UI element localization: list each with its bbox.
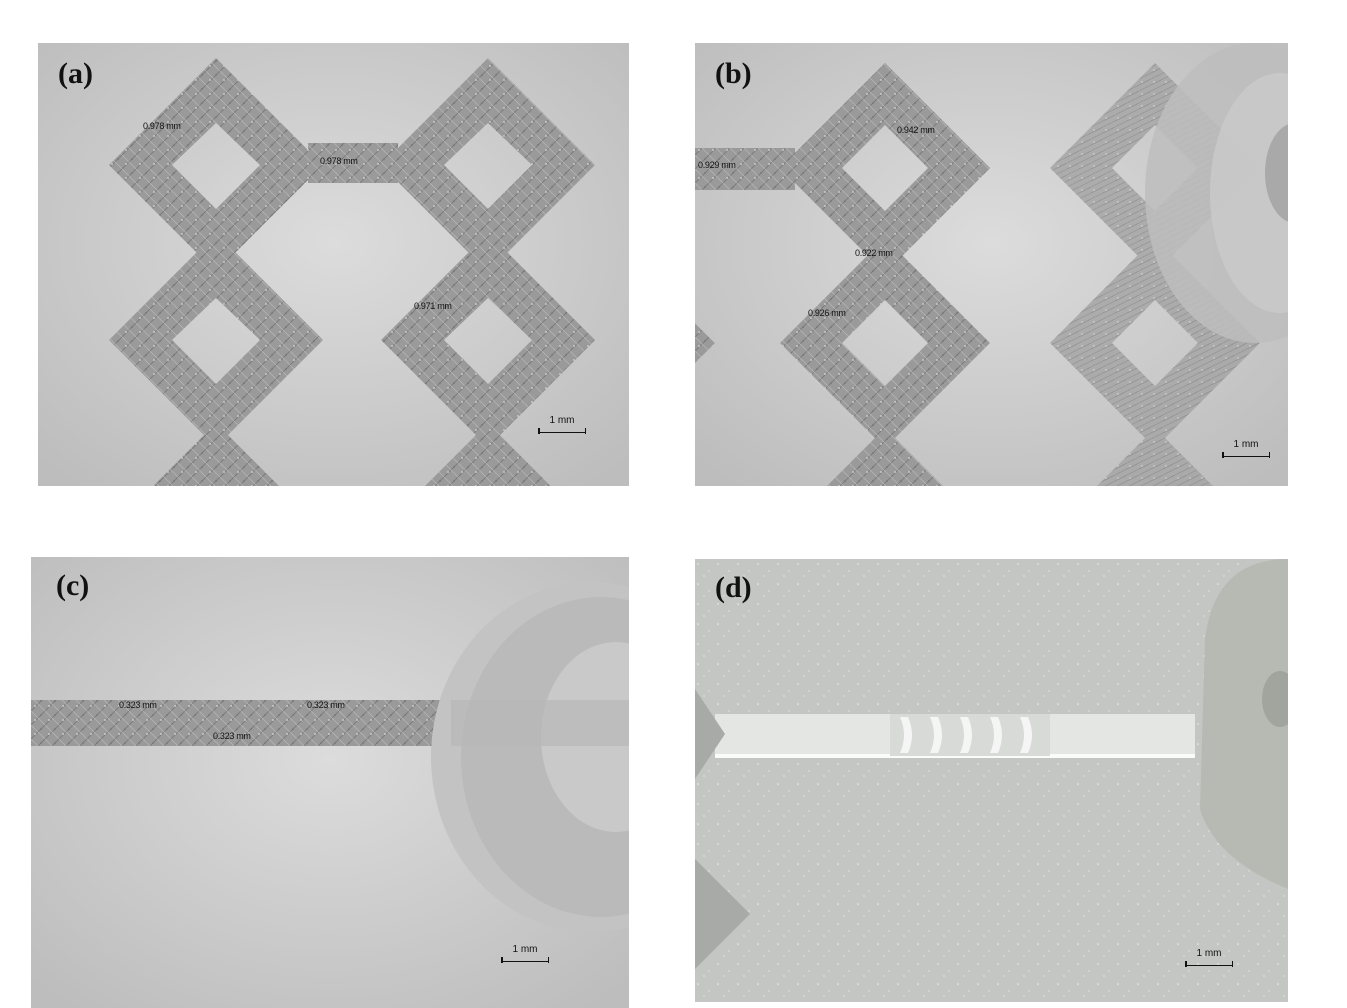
panel-d: (d) 1 mm	[695, 559, 1288, 1002]
measurement-label: 0.978 mm	[320, 156, 358, 166]
measurement-label: 0.922 mm	[855, 248, 893, 258]
scale-bar: 1 mm	[1185, 948, 1233, 967]
panel-c-label: (c)	[56, 569, 90, 602]
scale-bar: 1 mm	[501, 944, 549, 963]
measurement-label: 0.978 mm	[143, 121, 181, 131]
measurement-label: 0.942 mm	[897, 125, 935, 135]
panel-b-image	[695, 43, 1288, 486]
scale-bar-label: 1 mm	[1233, 439, 1259, 450]
scale-bar-label: 1 mm	[549, 415, 575, 426]
panel-c-image	[31, 557, 629, 1008]
panel-c: (c) 0.323 mm 0.323 mm 0.323 mm 1 mm	[31, 557, 629, 1008]
panel-a: (a) 0.978 mm 0.978 mm 0.971 mm 1 mm	[38, 43, 629, 486]
measurement-label: 0.323 mm	[213, 731, 251, 741]
scale-bar-line	[1222, 450, 1270, 458]
measurement-label: 0.323 mm	[307, 700, 345, 710]
measurement-label: 0.323 mm	[119, 700, 157, 710]
scale-bar-label: 1 mm	[1196, 948, 1222, 959]
measurement-label: 0.926 mm	[808, 308, 846, 318]
panel-a-image	[38, 43, 629, 486]
panel-d-label: (d)	[715, 571, 752, 604]
panel-a-label: (a)	[58, 57, 93, 90]
panel-b-label: (b)	[715, 57, 752, 90]
scale-bar: 1 mm	[538, 415, 586, 434]
scale-bar-line	[501, 955, 549, 963]
scale-bar: 1 mm	[1222, 439, 1270, 458]
measurement-label: 0.971 mm	[414, 301, 452, 311]
panel-d-image	[695, 559, 1288, 1002]
measurement-label: 0.929 mm	[698, 160, 736, 170]
scale-bar-line	[1185, 959, 1233, 967]
panel-b: (b) 0.942 mm 0.929 mm 0.922 mm 0.926 mm …	[695, 43, 1288, 486]
scale-bar-line	[538, 426, 586, 434]
scale-bar-label: 1 mm	[512, 944, 538, 955]
